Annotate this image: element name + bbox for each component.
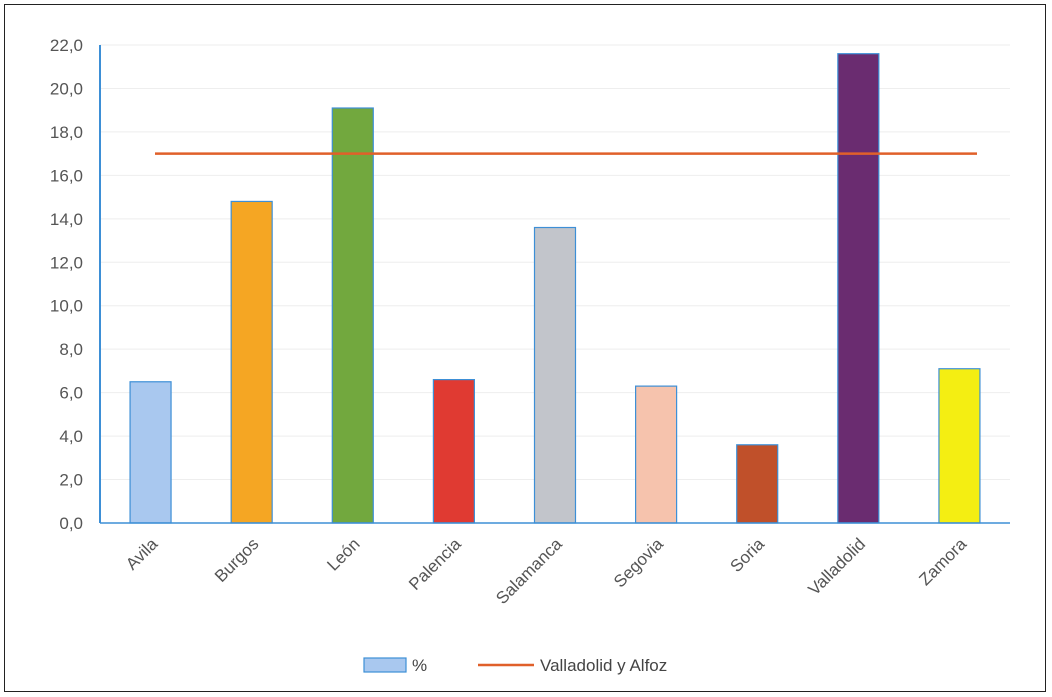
y-tick-label: 18,0 [50,123,83,142]
y-tick-label: 12,0 [50,253,83,272]
y-tick-label: 8,0 [59,340,83,359]
x-category-label: Soria [727,534,769,576]
legend-swatch-bar [363,657,407,673]
legend-label-bar: % [412,656,427,675]
y-tick-label: 10,0 [50,297,83,316]
x-category-label: Avila [122,534,162,574]
x-category-label: Salamanca [492,534,566,608]
bars-layer [129,53,981,524]
bar-segovia [635,385,678,524]
bar-le-n [331,107,374,524]
legend: % Valladolid y Alfoz [363,656,667,675]
x-category-label: Valladolid [804,534,869,599]
y-tick-label: 4,0 [59,427,83,446]
bar-salamanca [533,226,577,524]
y-tick-label: 14,0 [50,210,83,229]
y-tick-label: 2,0 [59,471,83,490]
x-category-label: Zamora [915,534,970,589]
bar-valladolid [837,53,880,524]
bar-soria [736,444,779,524]
x-category-label: Burgos [211,534,263,586]
bar-zamora [938,368,981,524]
bar-avila [129,381,172,524]
legend-label-line: Valladolid y Alfoz [540,656,667,675]
y-axis-ticks: 0,0 2,0 4,0 6,0 8,0 10,0 12,0 14,0 16,0 18,0 20,0 2… [50,36,83,533]
x-category-label: Palencia [405,534,465,594]
y-tick-label: 0,0 [59,514,83,533]
bar-palencia [432,379,475,524]
y-tick-label: 16,0 [50,166,83,185]
x-category-label: León [323,534,363,574]
y-tick-label: 6,0 [59,384,83,403]
x-category-label: Segovia [610,534,667,591]
y-tick-label: 20,0 [50,79,83,98]
y-tick-label: 22,0 [50,36,83,55]
x-axis-labels: Avila Burgos León Palencia Salamanca Segovia S… [122,534,971,608]
bar-burgos [230,200,273,524]
